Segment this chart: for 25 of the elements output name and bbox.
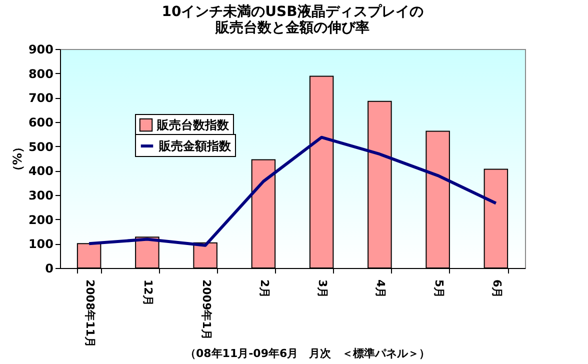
x-tick-label: 6月 bbox=[490, 280, 504, 298]
x-tick-label: 4月 bbox=[374, 280, 388, 298]
y-tick-label: 0 bbox=[45, 262, 54, 276]
line-series bbox=[88, 136, 498, 247]
y-tick-label: 400 bbox=[28, 164, 54, 178]
legend-label: 販売金額指数 bbox=[158, 139, 232, 153]
y-tick-label: 300 bbox=[28, 188, 54, 202]
text: 10インチ未満のUSB液晶ディスプレイの bbox=[162, 4, 424, 20]
y-axis-title: （%） bbox=[10, 140, 24, 178]
y-tick-label: 700 bbox=[28, 91, 54, 106]
x-tick-label: 5月 bbox=[432, 280, 446, 298]
y-tick-label: 500 bbox=[28, 140, 54, 154]
y-tick-label: 800 bbox=[28, 66, 54, 81]
x-tick-label: 3月 bbox=[316, 280, 330, 298]
x-tick-label: 2009年1月 bbox=[200, 280, 213, 340]
text: （08年11月-09年6月 月次 ＜標準パネル＞） bbox=[185, 346, 430, 361]
y-tick-label: 600 bbox=[28, 116, 54, 130]
y-tick-label: 100 bbox=[28, 237, 54, 252]
x-tick-label: 2月 bbox=[258, 280, 271, 298]
y-tick-label: 200 bbox=[28, 212, 54, 227]
legend-label: 販売台数指数 bbox=[156, 118, 230, 132]
x-tick-label: 12月 bbox=[142, 280, 155, 306]
x-tick-label: 2008年11月 bbox=[84, 280, 97, 348]
y-tick-label: 900 bbox=[28, 42, 54, 56]
text: 販売台数と金額の伸び率 bbox=[216, 20, 370, 36]
